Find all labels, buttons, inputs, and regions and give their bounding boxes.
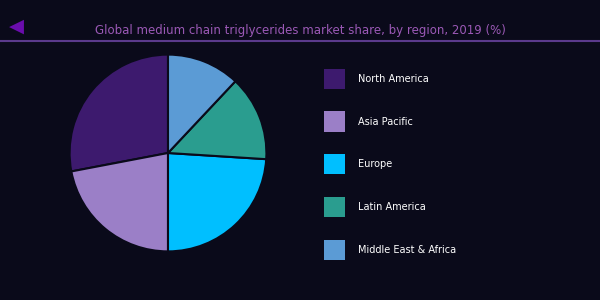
Text: Latin America: Latin America: [358, 202, 426, 212]
Wedge shape: [70, 55, 168, 171]
Text: North America: North America: [358, 74, 429, 84]
Bar: [324, 69, 345, 89]
Bar: [324, 240, 345, 260]
Bar: [324, 111, 345, 132]
Wedge shape: [71, 153, 168, 251]
Wedge shape: [168, 153, 266, 251]
Text: Europe: Europe: [358, 159, 392, 169]
Text: ◀: ◀: [9, 16, 24, 35]
Text: Global medium chain triglycerides market share, by region, 2019 (%): Global medium chain triglycerides market…: [95, 24, 505, 37]
Wedge shape: [168, 55, 235, 153]
Bar: [324, 197, 345, 217]
Text: Asia Pacific: Asia Pacific: [358, 116, 413, 127]
Bar: [324, 154, 345, 174]
Wedge shape: [168, 81, 266, 159]
Text: Middle East & Africa: Middle East & Africa: [358, 245, 457, 255]
